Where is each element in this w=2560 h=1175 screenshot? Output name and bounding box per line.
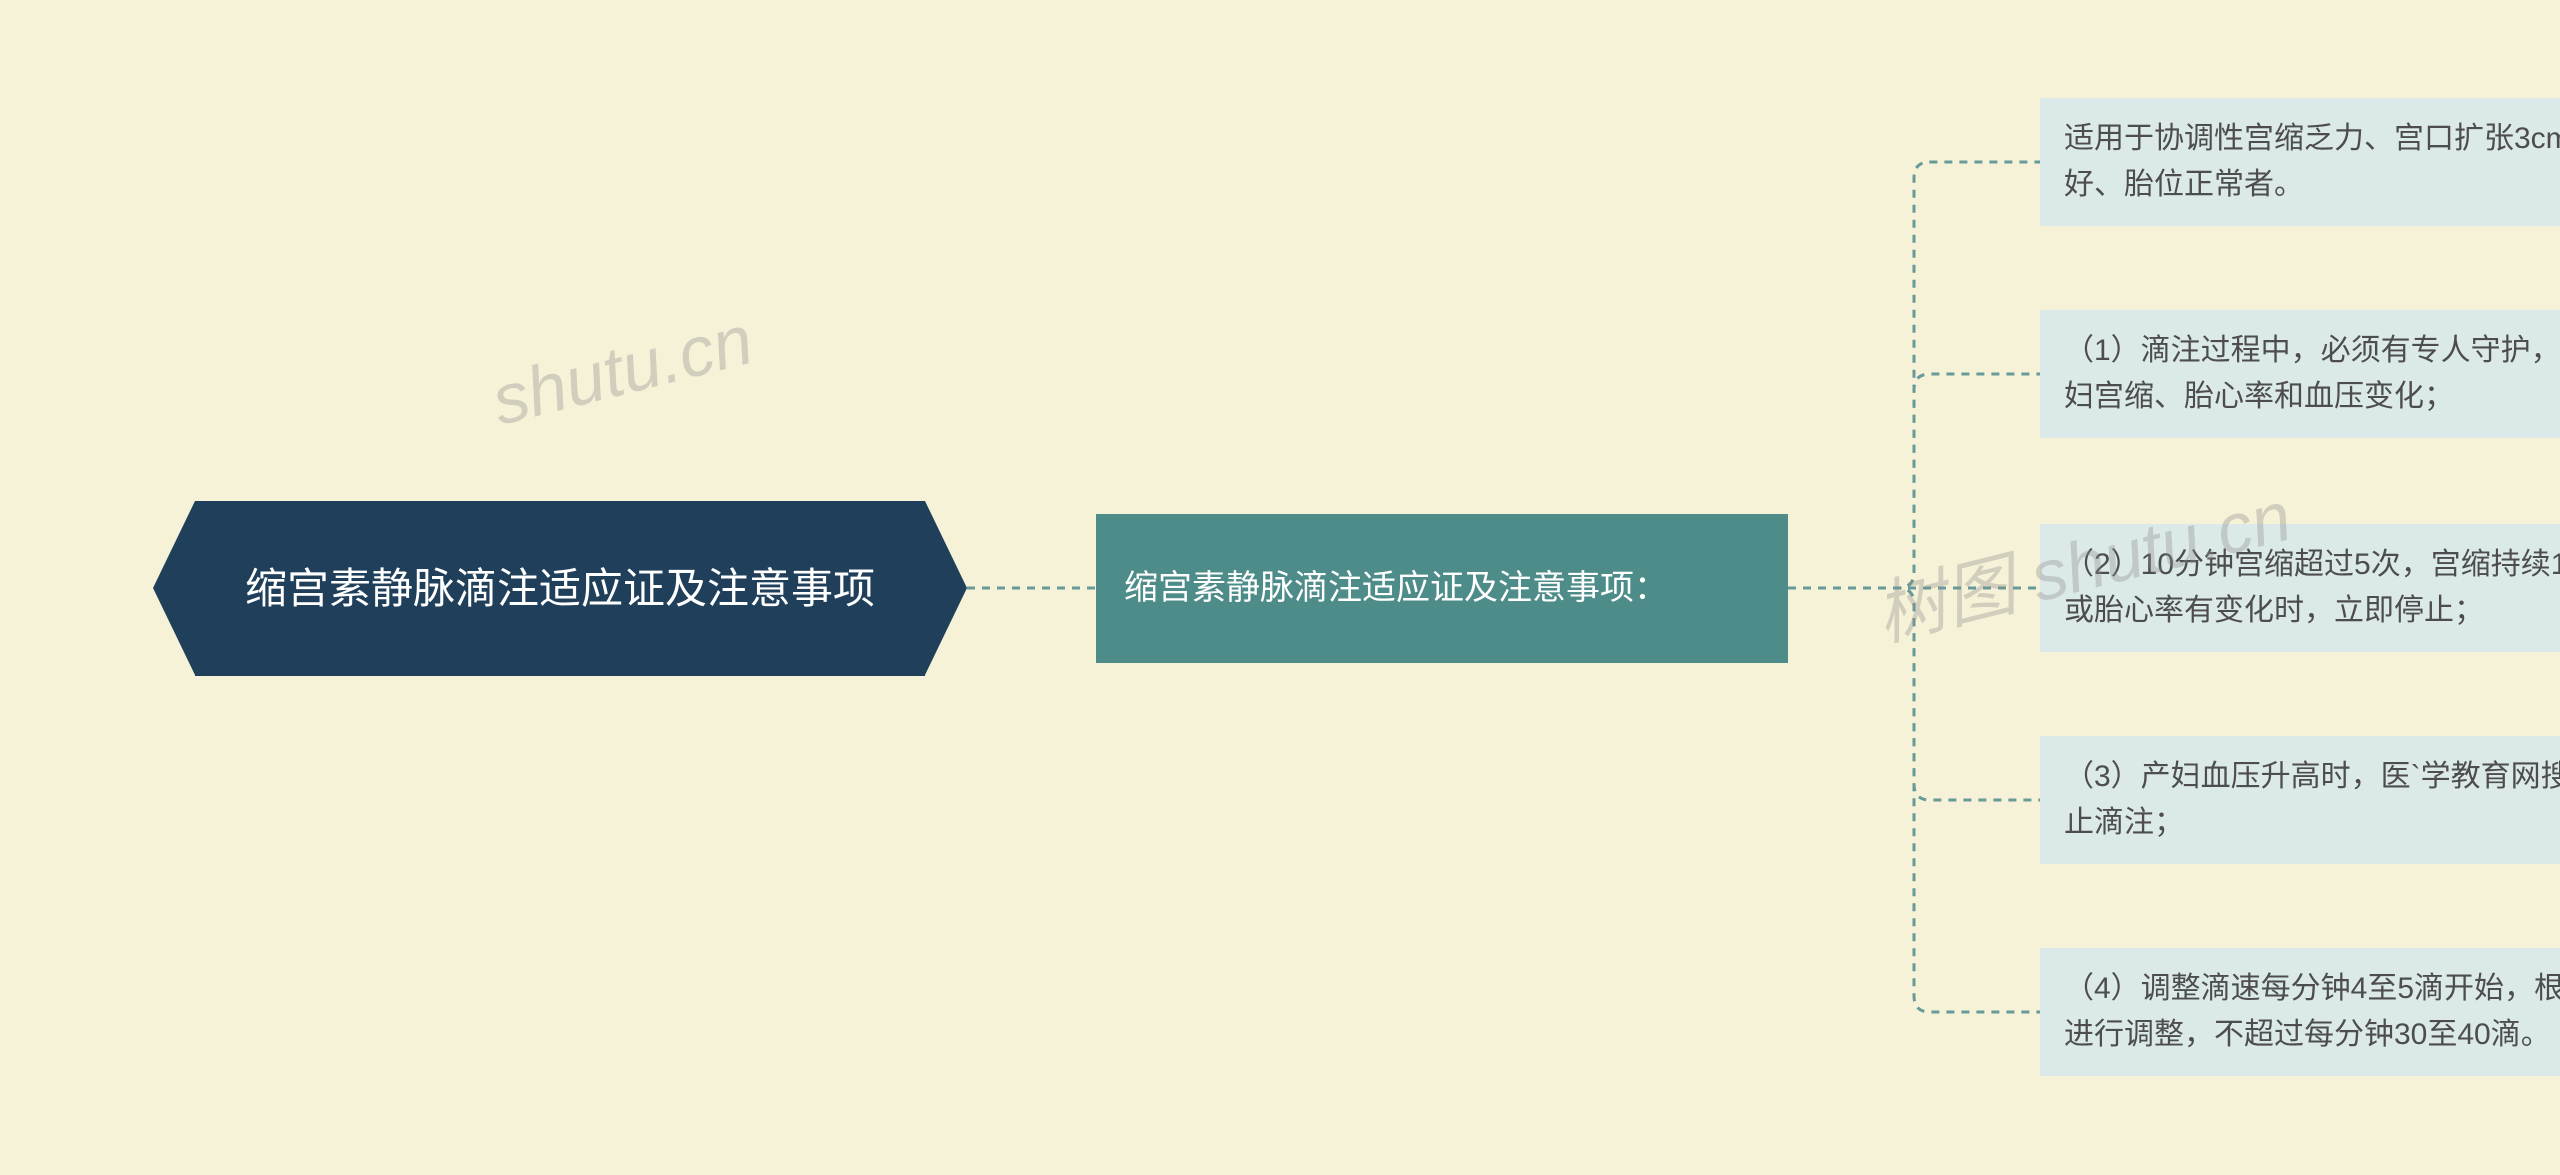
leaf-node-label: （4）调整滴速每分钟4至5滴开始，根据宫缩强弱进行调整，不超过每分钟30至40滴… [2064, 966, 2560, 1059]
branch-node-label: 缩宫素静脉滴注适应证及注意事项： [1124, 562, 1668, 615]
connector [1788, 588, 2040, 1012]
watermark: shutu.cn [484, 299, 760, 441]
leaf-node[interactable]: （3）产妇血压升高时，医`学教育网搜集整理停止滴注； [2040, 736, 2560, 864]
connector [1788, 588, 2040, 800]
root-node-label: 缩宫素静脉滴注适应证及注意事项 [245, 557, 875, 620]
leaf-node[interactable]: （2）10分钟宫缩超过5次，宫缩持续1分钟以上或胎心率有变化时，立即停止； [2040, 524, 2560, 652]
mindmap-canvas: 缩宫素静脉滴注适应证及注意事项 缩宫素静脉滴注适应证及注意事项： 适用于协调性宫缩乏… [0, 0, 2560, 1175]
leaf-node-label: （3）产妇血压升高时，医`学教育网搜集整理停止滴注； [2064, 754, 2560, 847]
leaf-node[interactable]: （4）调整滴速每分钟4至5滴开始，根据宫缩强弱进行调整，不超过每分钟30至40滴… [2040, 948, 2560, 1076]
leaf-node-label: （2）10分钟宫缩超过5次，宫缩持续1分钟以上或胎心率有变化时，立即停止； [2064, 542, 2560, 635]
branch-node[interactable]: 缩宫素静脉滴注适应证及注意事项： [1096, 514, 1788, 663]
connector [1788, 162, 2040, 588]
leaf-node-label: 适用于协调性宫缩乏力、宫口扩张3cm、胎心良好、胎位正常者。 [2064, 116, 2560, 209]
leaf-node[interactable]: （1）滴注过程中，必须有专人守护，严密观察产妇宫缩、胎心率和血压变化； [2040, 310, 2560, 438]
root-node[interactable]: 缩宫素静脉滴注适应证及注意事项 [195, 501, 925, 676]
connector [1788, 374, 2040, 588]
leaf-node[interactable]: 适用于协调性宫缩乏力、宫口扩张3cm、胎心良好、胎位正常者。 [2040, 98, 2560, 226]
leaf-node-label: （1）滴注过程中，必须有专人守护，严密观察产妇宫缩、胎心率和血压变化； [2064, 328, 2560, 421]
